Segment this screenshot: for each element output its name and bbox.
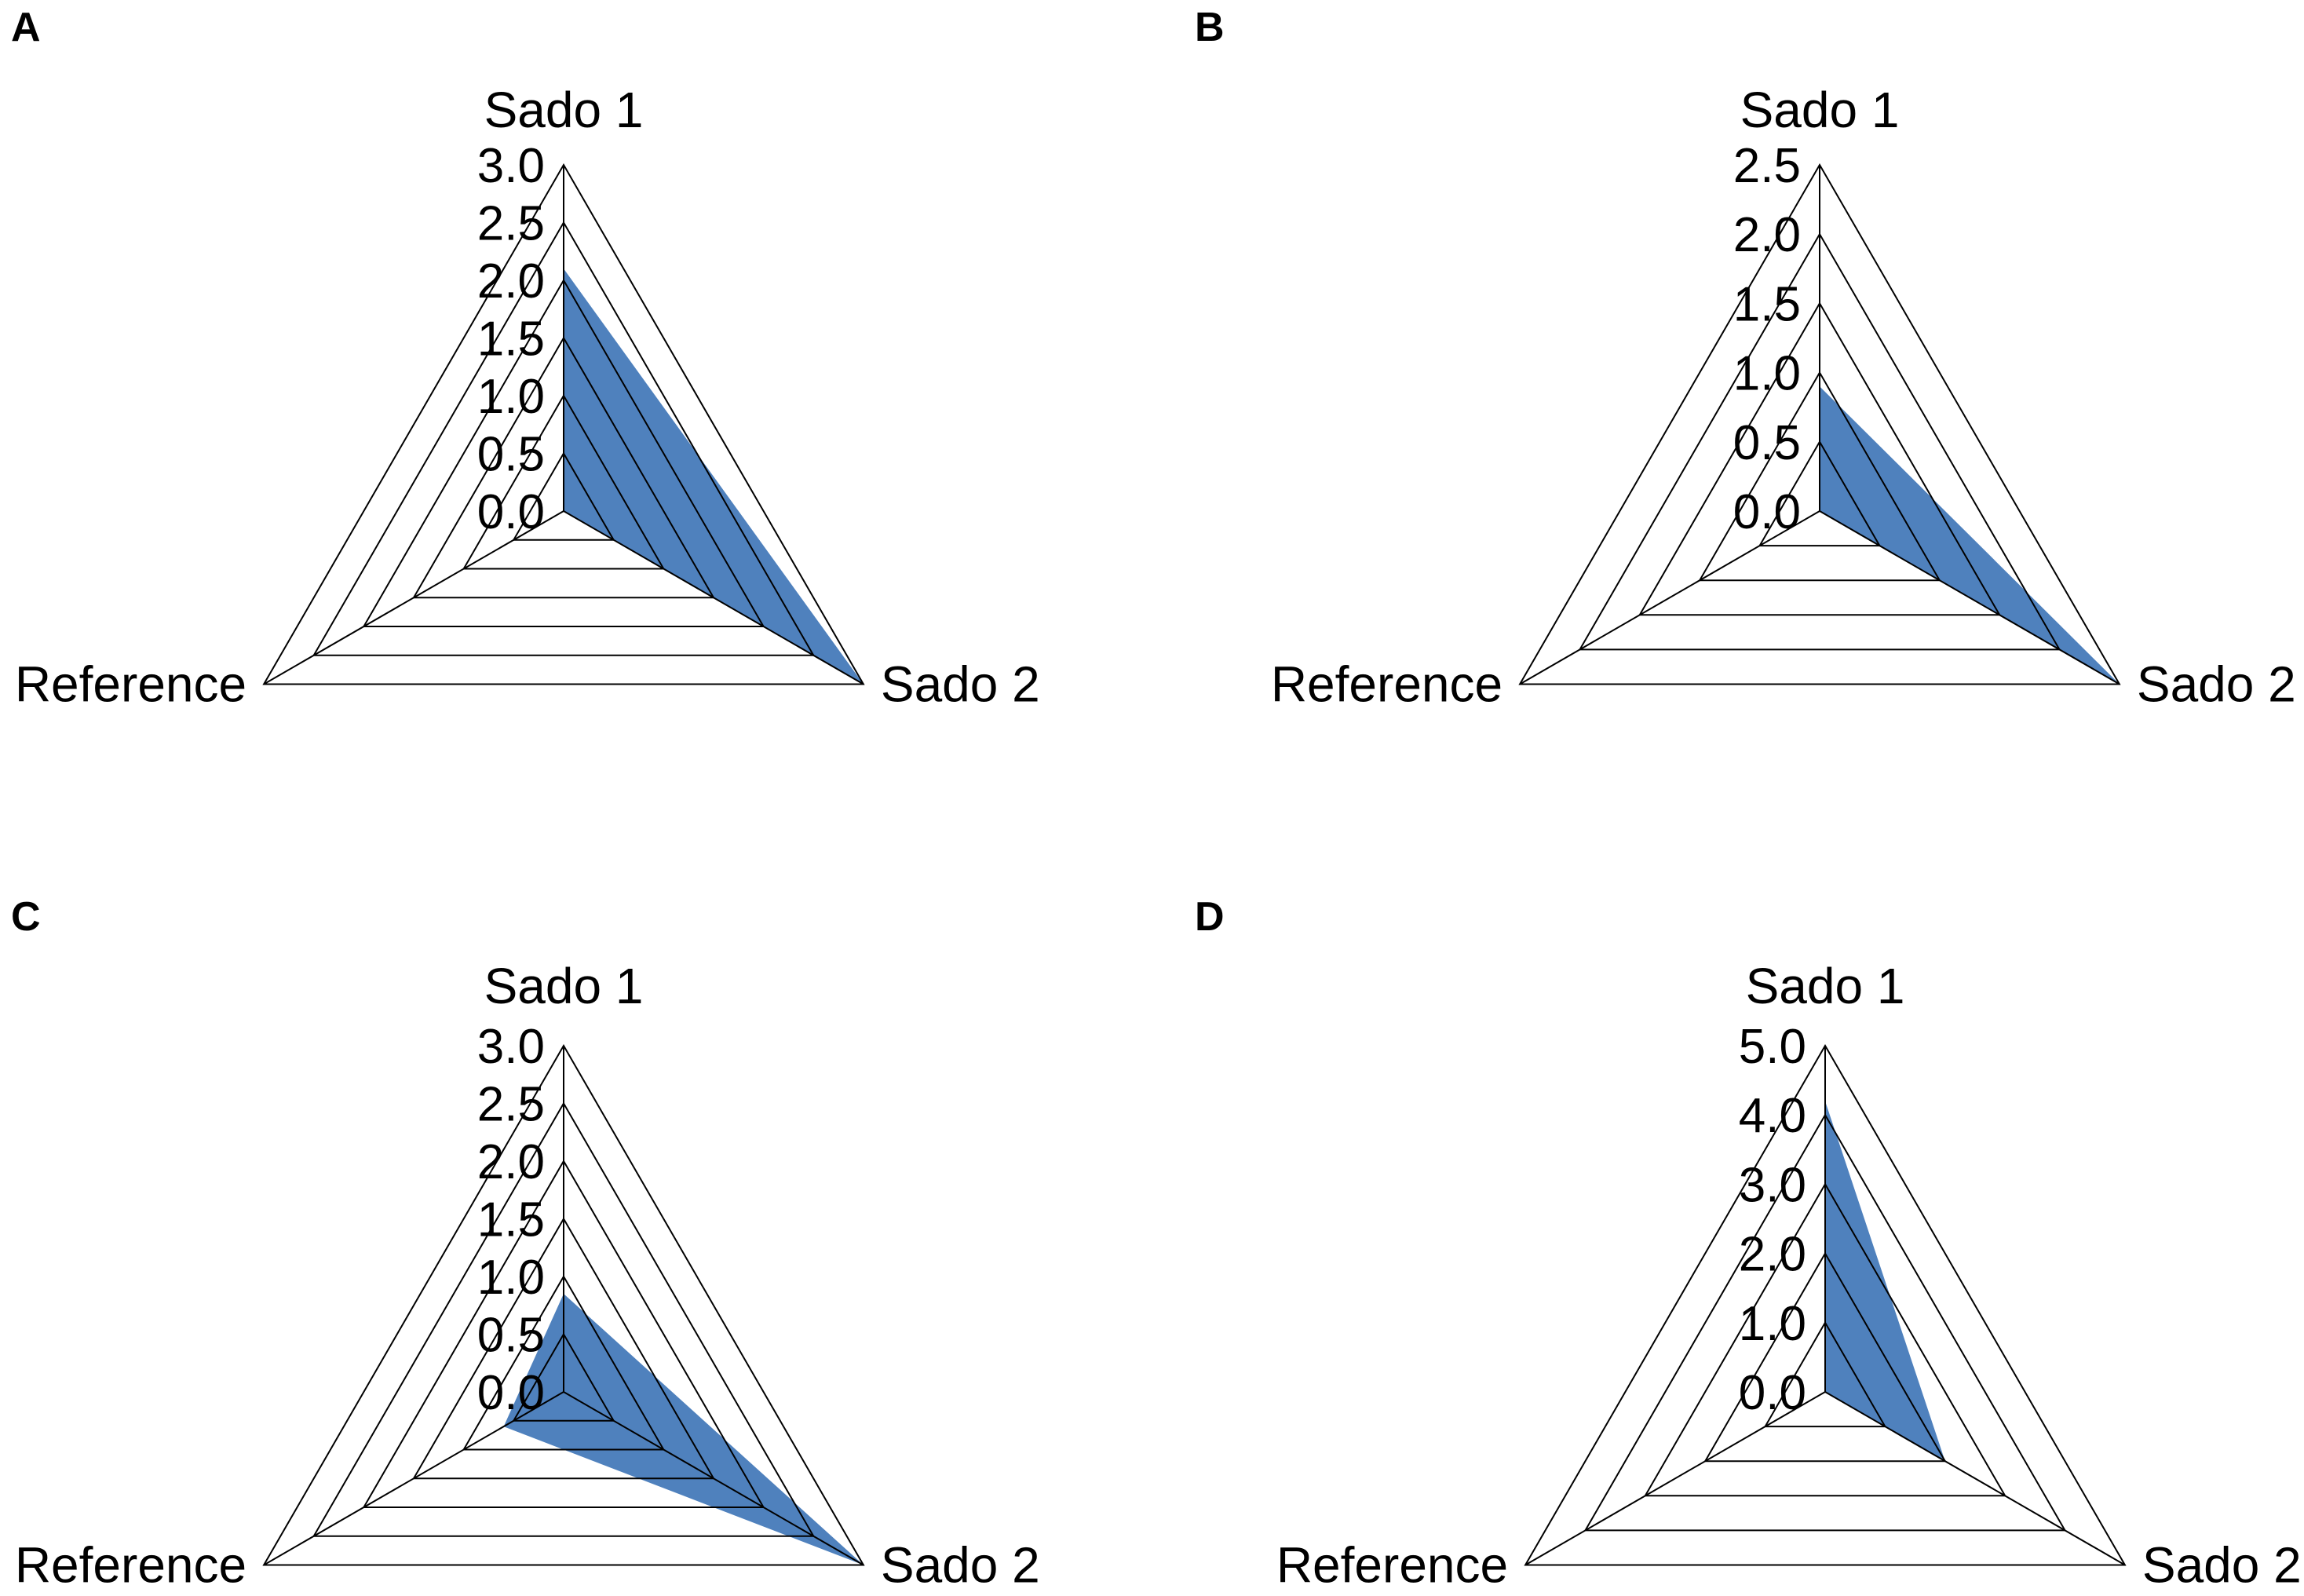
tick-label: 1.0 <box>477 1251 545 1305</box>
tick-label: 2.5 <box>477 1078 545 1132</box>
tick-label: 2.5 <box>477 197 545 251</box>
tick-label: 1.0 <box>1739 1297 1806 1351</box>
tick-label: 5.0 <box>1739 1020 1806 1074</box>
grid-ring <box>1644 1182 2006 1497</box>
spoke-reference <box>1524 1391 1826 1566</box>
tick-label: 2.0 <box>1739 1228 1806 1282</box>
grid-ring <box>1638 301 2001 616</box>
spoke-sado-2 <box>1819 510 2120 685</box>
grid-ring <box>1518 163 2121 685</box>
grid-ring <box>1703 1251 1947 1463</box>
tick-label: 3.0 <box>477 139 545 193</box>
series-area <box>1820 386 2120 685</box>
grid-ring <box>262 163 865 685</box>
tick-label: 2.0 <box>477 1135 545 1189</box>
spoke-reference <box>263 1391 564 1566</box>
grid-ring <box>512 451 615 541</box>
tick-label: 0.5 <box>1733 416 1801 470</box>
grid-ring <box>1758 440 1882 547</box>
spoke-sado-2 <box>563 510 864 685</box>
panel-letter: A <box>11 5 41 50</box>
grid-ring <box>1698 371 1941 582</box>
spoke-sado-2 <box>1824 1391 2126 1566</box>
grid-ring <box>412 336 715 599</box>
tick-label: 2.0 <box>1733 208 1801 262</box>
radar-chart-c: C 0.00.51.01.52.02.53.0 Sado 1 Sado 2 Refere… <box>11 894 1040 1594</box>
tick-label: 1.0 <box>1733 347 1801 401</box>
grid-ring <box>362 1159 765 1508</box>
axis-label-sado-2: Sado 2 <box>881 1537 1040 1594</box>
tick-label: 4.0 <box>1739 1089 1806 1143</box>
tick-label: 2.5 <box>1733 139 1801 193</box>
grid-ring <box>1583 1113 2067 1532</box>
tick-label: 0.5 <box>477 428 545 482</box>
spoke-sado-2 <box>563 1391 864 1566</box>
series-area <box>1825 1101 1945 1462</box>
series-area <box>564 268 864 685</box>
grid-ring <box>512 1332 615 1422</box>
tick-label: 3.0 <box>477 1020 545 1074</box>
spoke-reference <box>263 510 564 685</box>
axis-label-reference: Reference <box>1271 656 1503 713</box>
grid-ring <box>1578 232 2061 651</box>
grid-ring <box>462 393 666 570</box>
tick-label: 1.5 <box>1733 277 1801 331</box>
tick-label: 1.5 <box>477 1193 545 1247</box>
panel-letter: D <box>1195 894 1225 940</box>
axis-label-sado-2: Sado 2 <box>881 656 1040 713</box>
grid-ring <box>262 1043 865 1566</box>
axis-label-reference: Reference <box>15 1537 246 1594</box>
series-area <box>503 1294 864 1565</box>
tick-label: 0.0 <box>1733 485 1801 539</box>
tick-label: 0.0 <box>477 485 545 539</box>
grid-ring <box>462 1274 666 1451</box>
tick-label: 1.0 <box>477 370 545 424</box>
axis-label-sado-2: Sado 2 <box>2137 656 2296 713</box>
grid-ring <box>1763 1320 1887 1428</box>
panel-letter: B <box>1195 5 1225 50</box>
axis-label-sado-1: Sado 1 <box>484 82 644 138</box>
radar-chart-d: D 0.0 1.0 2.0 3.0 4.0 5.0 Sado 1 Sado 2 Reference <box>1195 894 2302 1594</box>
tick-label: 3.0 <box>1739 1158 1806 1212</box>
axis-label-sado-1: Sado 1 <box>1740 82 1900 138</box>
axis-label-reference: Reference <box>1276 1537 1508 1594</box>
grid-ring <box>412 1217 715 1480</box>
tick-label: 2.0 <box>477 254 545 309</box>
tick-label: 1.5 <box>477 312 545 367</box>
grid-ring <box>312 221 816 656</box>
grid-ring <box>362 278 765 627</box>
tick-label: 0.0 <box>477 1366 545 1420</box>
axis-label-sado-2: Sado 2 <box>2142 1537 2302 1594</box>
axis-label-reference: Reference <box>15 656 246 713</box>
tick-label: 0.0 <box>1739 1366 1806 1420</box>
grid-ring <box>312 1101 816 1537</box>
axis-label-sado-1: Sado 1 <box>484 958 644 1014</box>
grid-ring <box>1524 1043 2127 1566</box>
panel-letter: C <box>11 894 41 940</box>
spoke-reference <box>1519 510 1820 685</box>
axis-label-sado-1: Sado 1 <box>1746 958 1905 1014</box>
tick-label: 0.5 <box>477 1309 545 1363</box>
